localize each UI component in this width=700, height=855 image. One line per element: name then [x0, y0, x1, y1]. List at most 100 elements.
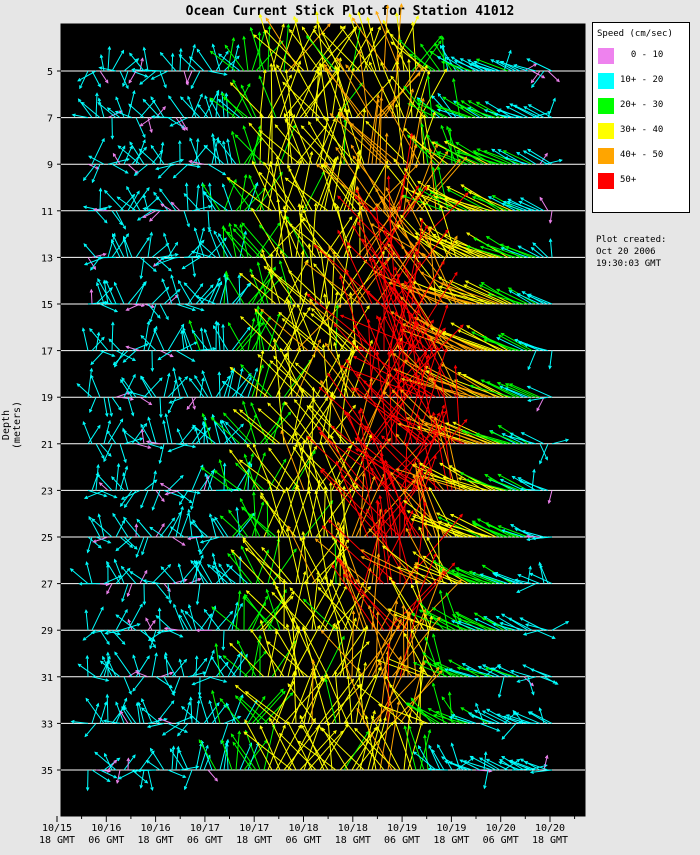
current-stick — [259, 14, 277, 72]
stick-arrowhead — [519, 197, 524, 201]
stick-arrowhead — [484, 101, 489, 105]
current-stick — [330, 113, 385, 165]
current-stick — [501, 613, 529, 631]
stick-arrowhead — [85, 787, 90, 792]
current-stick — [222, 141, 229, 165]
stick-arrowhead — [409, 510, 414, 514]
stick-arrowhead — [313, 674, 317, 679]
stick-arrowhead — [405, 664, 409, 669]
legend-item: 40+ - 50 — [598, 148, 686, 164]
stick-arrowhead — [378, 661, 383, 666]
current-stick — [179, 659, 185, 677]
stick-arrowhead — [418, 463, 423, 467]
current-stick — [379, 661, 397, 724]
stick-arrowhead — [244, 719, 248, 724]
stick-arrowhead — [183, 282, 188, 287]
stick-arrowhead — [392, 352, 397, 357]
stick-arrowhead — [375, 187, 379, 192]
stick-arrowhead — [178, 749, 182, 754]
stick-arrowhead — [194, 427, 198, 432]
current-stick — [415, 562, 465, 585]
stick-arrowhead — [389, 721, 394, 726]
stick-arrowhead — [469, 384, 474, 389]
current-stick — [445, 197, 493, 212]
stick-arrowhead — [129, 571, 134, 575]
current-stick — [263, 692, 294, 724]
current-stick — [95, 769, 111, 772]
current-stick — [395, 4, 402, 72]
current-stick — [95, 332, 100, 351]
stick-arrowhead — [94, 751, 99, 756]
stick-arrowhead — [376, 553, 381, 557]
current-stick — [187, 671, 206, 678]
current-stick — [282, 82, 321, 118]
x-tick-date: 10/17 — [239, 823, 269, 834]
stick-arrowhead — [510, 524, 514, 528]
stick-arrowhead — [290, 111, 294, 116]
stick-arrowhead — [508, 383, 513, 387]
current-stick — [276, 156, 289, 211]
stick-arrowhead — [416, 458, 421, 463]
current-stick — [149, 303, 157, 323]
stick-arrowhead — [142, 98, 147, 103]
current-stick — [84, 489, 105, 499]
current-stick — [178, 749, 189, 771]
stick-arrowhead — [480, 379, 485, 383]
stick-arrowhead — [116, 631, 121, 636]
stick-arrowhead — [302, 312, 307, 316]
stick-arrowhead — [263, 161, 267, 166]
stick-arrowhead — [487, 196, 492, 200]
stick-arrowhead — [352, 224, 356, 229]
current-stick — [140, 117, 153, 127]
stick-arrowhead — [496, 713, 501, 717]
stick-arrowhead — [115, 779, 120, 784]
stick-arrowhead — [519, 617, 524, 621]
current-stick — [454, 365, 461, 444]
stick-arrowhead — [213, 560, 217, 565]
stick-arrowhead — [411, 628, 415, 633]
stick-arrowhead — [298, 441, 302, 446]
stick-arrowhead — [352, 17, 356, 22]
current-stick — [165, 489, 181, 495]
stick-arrowhead — [424, 235, 429, 240]
current-stick — [255, 311, 265, 351]
current-stick — [196, 49, 213, 72]
current-stick — [339, 245, 351, 305]
stick-arrowhead — [331, 564, 336, 569]
current-stick — [457, 151, 501, 165]
current-stick — [506, 106, 529, 119]
stick-arrowhead — [123, 459, 127, 464]
stick-arrowhead — [385, 259, 389, 264]
current-stick — [284, 354, 321, 398]
current-stick — [147, 443, 164, 449]
current-stick — [418, 526, 445, 584]
current-stick — [99, 629, 110, 645]
stick-arrowhead — [342, 25, 346, 30]
current-stick — [71, 721, 89, 724]
stick-arrowhead — [452, 468, 456, 472]
current-stick — [250, 27, 265, 72]
current-stick — [184, 769, 193, 790]
stick-arrowhead — [196, 184, 201, 189]
stick-arrowhead — [158, 459, 162, 465]
stick-arrowhead — [417, 357, 421, 362]
stick-arrowhead — [150, 96, 154, 101]
current-stick — [360, 408, 397, 491]
stick-arrowhead — [454, 271, 458, 276]
current-stick — [165, 413, 173, 444]
current-stick — [222, 227, 245, 258]
stick-arrowhead — [287, 411, 292, 416]
current-stick — [93, 208, 109, 212]
stick-arrowhead — [315, 11, 319, 16]
current-stick — [219, 276, 228, 305]
stick-arrowhead — [420, 43, 424, 48]
stick-arrowhead — [475, 432, 480, 437]
stick-arrowhead — [92, 266, 96, 271]
current-stick — [523, 106, 545, 119]
stick-arrowhead — [186, 406, 191, 410]
current-stick — [215, 376, 231, 398]
stick-arrowhead — [479, 245, 484, 250]
stick-arrowhead — [421, 97, 425, 102]
current-stick — [290, 112, 313, 165]
current-stick — [103, 575, 122, 585]
